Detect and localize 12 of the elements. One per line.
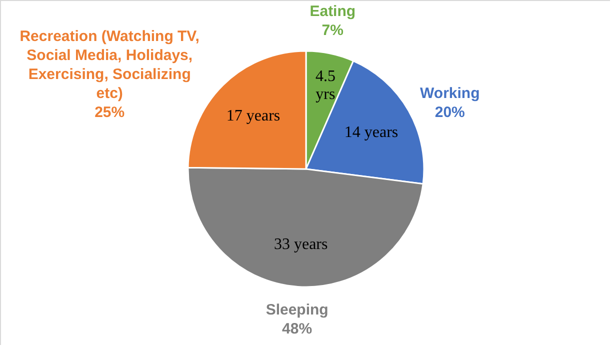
slice-label: Eating (310, 3, 356, 20)
data-label: 17 years (226, 108, 280, 125)
data-label: 4.5 yrs (315, 68, 336, 104)
text: 48% (282, 320, 312, 338)
text: 20% (434, 104, 465, 121)
data-label: 14 years (344, 124, 398, 141)
slice-label: Sleeping (266, 302, 328, 319)
slice-label: Recreation (Watching TV, Social Media, Holidays, Exercising, Socializing etc) (20, 28, 200, 102)
slice-label: Working (420, 84, 480, 102)
text: 7% (322, 22, 344, 39)
text: 25% (94, 104, 125, 122)
data-label: 33 years (274, 236, 328, 253)
